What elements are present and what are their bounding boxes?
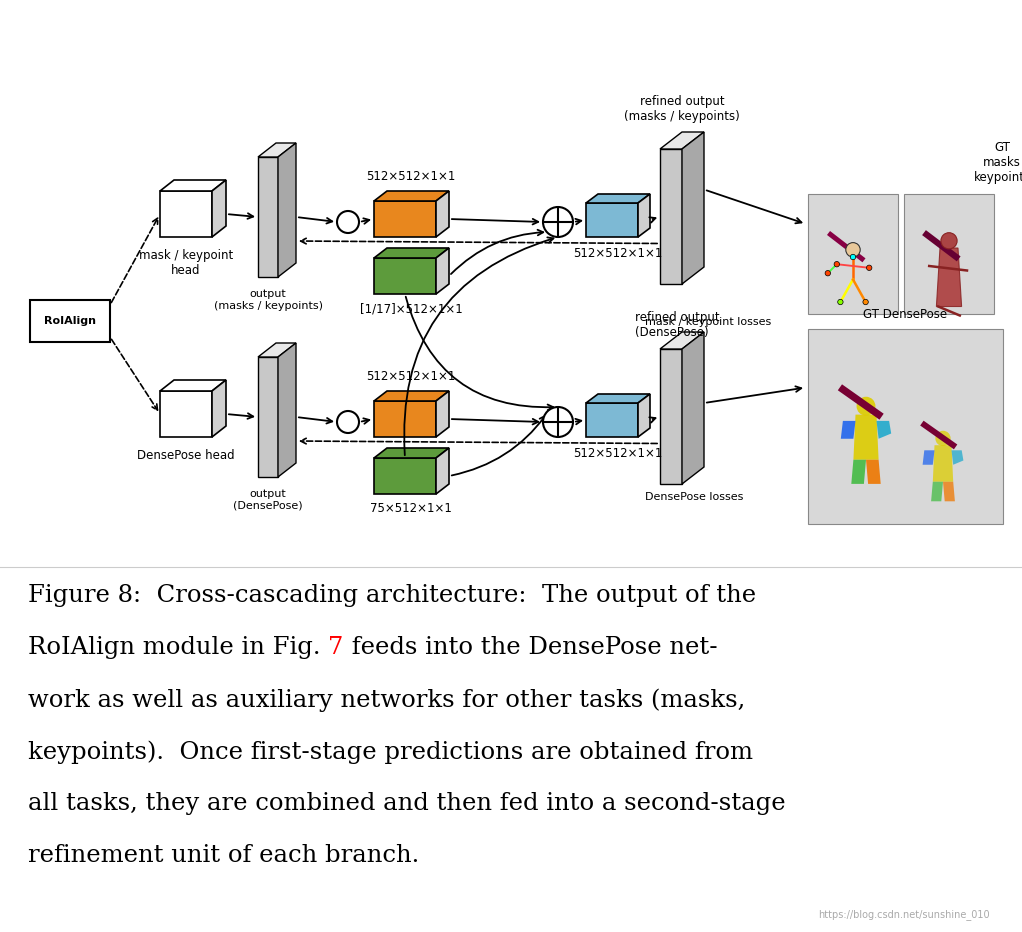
Polygon shape — [586, 194, 650, 203]
Polygon shape — [933, 445, 954, 482]
Polygon shape — [660, 332, 704, 349]
Bar — [808, 194, 898, 314]
Polygon shape — [851, 459, 866, 484]
Text: output
(masks / keypoints): output (masks / keypoints) — [214, 289, 323, 310]
Text: mask / keypoint losses: mask / keypoint losses — [645, 317, 772, 327]
Polygon shape — [931, 482, 943, 501]
Bar — [904, 194, 994, 314]
Circle shape — [337, 211, 359, 233]
Polygon shape — [586, 394, 650, 403]
Text: refinement unit of each branch.: refinement unit of each branch. — [28, 844, 419, 867]
Circle shape — [337, 411, 359, 433]
Polygon shape — [943, 482, 955, 501]
Polygon shape — [278, 343, 296, 477]
Bar — [30, 300, 110, 342]
Polygon shape — [160, 180, 226, 191]
Text: https://blog.csdn.net/sunshine_010: https://blog.csdn.net/sunshine_010 — [819, 909, 990, 920]
Polygon shape — [936, 248, 962, 307]
Polygon shape — [436, 391, 449, 437]
Text: Figure 8:  Cross-cascading architecture:  The output of the: Figure 8: Cross-cascading architecture: … — [28, 584, 756, 607]
Polygon shape — [436, 248, 449, 294]
Circle shape — [846, 242, 861, 257]
Polygon shape — [638, 194, 650, 237]
Circle shape — [941, 233, 957, 249]
Polygon shape — [853, 415, 879, 459]
Text: GT DensePose: GT DensePose — [864, 308, 947, 321]
Text: 512×512×1×1: 512×512×1×1 — [366, 370, 456, 383]
Polygon shape — [866, 459, 881, 484]
Polygon shape — [638, 394, 650, 437]
Text: [1/17]×512×1×1: [1/17]×512×1×1 — [360, 302, 462, 315]
Polygon shape — [436, 191, 449, 237]
Circle shape — [856, 397, 876, 416]
Polygon shape — [951, 450, 964, 465]
Polygon shape — [374, 458, 436, 494]
Polygon shape — [212, 380, 226, 437]
Text: all tasks, they are combined and then fed into a second-stage: all tasks, they are combined and then fe… — [28, 792, 786, 815]
Polygon shape — [586, 403, 638, 437]
Polygon shape — [160, 391, 212, 437]
Polygon shape — [586, 203, 638, 237]
Polygon shape — [682, 332, 704, 484]
Polygon shape — [682, 132, 704, 284]
Text: refined output
(DensePose): refined output (DensePose) — [635, 311, 719, 339]
Text: GT
masks
keypoints: GT masks keypoints — [973, 141, 1022, 184]
Polygon shape — [841, 421, 855, 439]
Polygon shape — [660, 132, 704, 149]
Circle shape — [825, 270, 831, 276]
Polygon shape — [660, 349, 682, 484]
Text: feeds into the DensePose net-: feeds into the DensePose net- — [344, 636, 717, 659]
Polygon shape — [374, 448, 449, 458]
Text: refined output
(masks / keypoints): refined output (masks / keypoints) — [624, 95, 740, 123]
Polygon shape — [374, 248, 449, 258]
Circle shape — [838, 299, 843, 305]
Polygon shape — [160, 380, 226, 391]
Circle shape — [935, 431, 950, 446]
Polygon shape — [374, 401, 436, 437]
Bar — [808, 329, 1003, 524]
Polygon shape — [278, 143, 296, 277]
Text: 512×512×1×1: 512×512×1×1 — [573, 247, 662, 260]
Text: work as well as auxiliary networks for other tasks (masks,: work as well as auxiliary networks for o… — [28, 688, 745, 711]
Text: 7: 7 — [328, 636, 343, 659]
Polygon shape — [923, 450, 934, 465]
Text: 512×512×1×1: 512×512×1×1 — [573, 447, 662, 460]
Polygon shape — [877, 421, 891, 439]
Circle shape — [834, 262, 839, 267]
Text: 75×512×1×1: 75×512×1×1 — [370, 502, 452, 515]
Text: RoIAlign module in Fig.: RoIAlign module in Fig. — [28, 636, 325, 659]
Circle shape — [543, 407, 573, 437]
Text: DensePose head: DensePose head — [137, 449, 235, 462]
Circle shape — [867, 265, 872, 270]
Polygon shape — [258, 357, 278, 477]
Polygon shape — [660, 149, 682, 284]
Polygon shape — [258, 157, 278, 277]
Polygon shape — [374, 258, 436, 294]
Polygon shape — [258, 143, 296, 157]
Polygon shape — [374, 191, 449, 201]
Text: DensePose losses: DensePose losses — [645, 492, 743, 502]
Text: keypoints).  Once first-stage predictions are obtained from: keypoints). Once first-stage predictions… — [28, 740, 753, 763]
Polygon shape — [212, 180, 226, 237]
Text: mask / keypoint
head: mask / keypoint head — [139, 249, 233, 277]
Polygon shape — [374, 201, 436, 237]
Polygon shape — [258, 343, 296, 357]
Circle shape — [863, 299, 869, 305]
Text: output
(DensePose): output (DensePose) — [233, 489, 303, 511]
Polygon shape — [374, 391, 449, 401]
Circle shape — [850, 254, 855, 260]
Text: RoIAlign: RoIAlign — [44, 316, 96, 326]
Text: 512×512×1×1: 512×512×1×1 — [366, 170, 456, 183]
Polygon shape — [436, 448, 449, 494]
Polygon shape — [160, 191, 212, 237]
Circle shape — [543, 207, 573, 237]
Polygon shape — [28, 300, 32, 342]
